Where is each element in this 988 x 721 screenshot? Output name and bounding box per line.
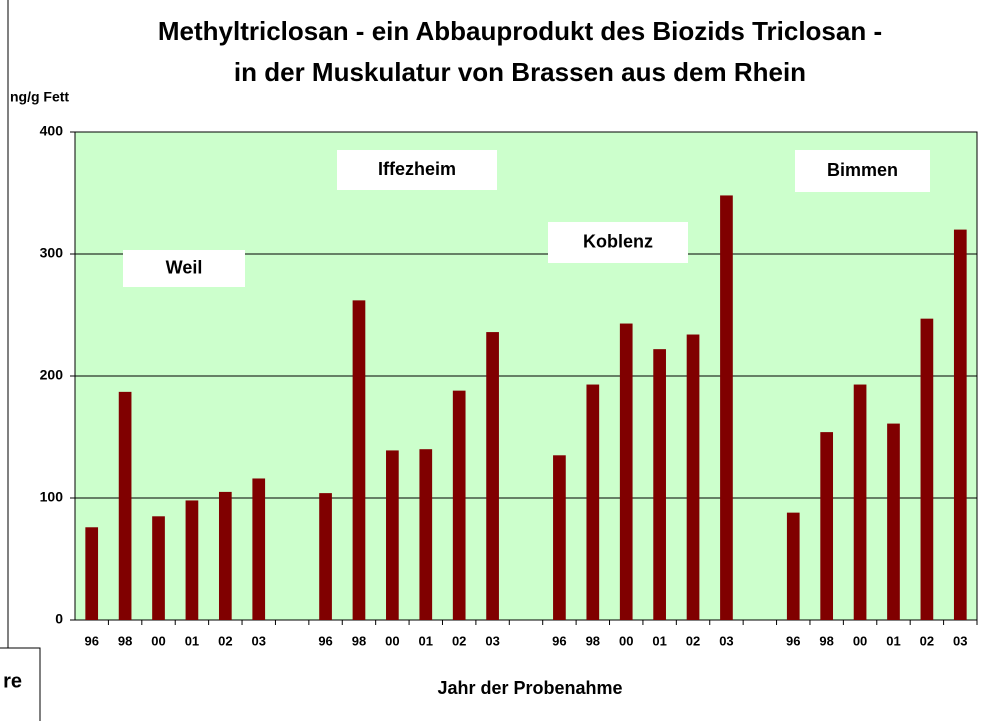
x-tick-label: 01	[886, 633, 900, 648]
y-tick-label: 400	[40, 123, 64, 139]
y-tick-label: 100	[40, 489, 64, 505]
bar	[820, 432, 834, 620]
x-tick-label: 98	[586, 633, 600, 648]
bar	[118, 391, 132, 620]
annotation-box	[548, 222, 688, 263]
x-tick-label: 03	[252, 633, 266, 648]
bar	[953, 229, 967, 620]
x-tick-label: 00	[385, 633, 399, 648]
x-tick-label: 02	[920, 633, 934, 648]
y-tick-label: 300	[40, 245, 64, 261]
bar	[920, 318, 934, 620]
bar	[853, 384, 867, 620]
legend-text: re	[3, 670, 22, 692]
x-tick-label: 02	[686, 633, 700, 648]
bar	[720, 195, 733, 620]
bar	[319, 493, 332, 620]
bar	[218, 491, 232, 620]
bar	[252, 478, 266, 620]
annotation: Weil	[166, 257, 203, 277]
x-tick-label: 96	[84, 633, 98, 648]
chart-title: Methyltriclosan - ein Abbauprodukt des B…	[158, 16, 882, 46]
y-tick-label: 200	[40, 367, 64, 383]
annotation: Bimmen	[827, 160, 898, 180]
x-tick-label: 03	[719, 633, 733, 648]
x-tick-label: 02	[218, 633, 232, 648]
bar	[653, 349, 666, 620]
chart-title: in der Muskulatur von Brassen aus dem Rh…	[234, 57, 806, 87]
bar	[887, 423, 900, 620]
annotation: Iffezheim	[378, 159, 456, 179]
annotation-box	[795, 150, 930, 192]
x-tick-label: 02	[452, 633, 466, 648]
x-tick-label: 03	[953, 633, 967, 648]
bar	[486, 332, 499, 620]
x-tick-label: 98	[819, 633, 833, 648]
bar	[185, 500, 199, 620]
bar	[419, 449, 433, 620]
bar	[553, 455, 566, 620]
legend-box	[0, 647, 41, 721]
bar	[619, 323, 633, 620]
annotation: Koblenz	[583, 231, 653, 251]
x-axis-label: Jahr der Probenahme	[437, 678, 622, 698]
x-tick-label: 03	[485, 633, 499, 648]
x-tick-label: 96	[318, 633, 332, 648]
bar	[586, 384, 600, 620]
bar	[352, 300, 366, 620]
bar	[452, 390, 466, 620]
x-tick-label: 00	[151, 633, 165, 648]
annotation-box	[123, 250, 245, 287]
x-tick-label: 96	[786, 633, 800, 648]
x-tick-label: 96	[552, 633, 566, 648]
x-tick-label: 00	[853, 633, 867, 648]
x-tick-label: 98	[352, 633, 366, 648]
bar	[85, 527, 99, 620]
x-tick-label: 01	[652, 633, 666, 648]
x-tick-label: 00	[619, 633, 633, 648]
x-tick-label: 01	[419, 633, 433, 648]
annotation-box	[337, 150, 497, 190]
bar	[386, 450, 399, 620]
x-tick-label: 01	[185, 633, 199, 648]
y-axis-label: ng/g Fett	[10, 89, 69, 105]
bar	[686, 334, 700, 620]
bar	[152, 516, 165, 620]
y-tick-label: 0	[55, 611, 63, 627]
x-tick-label: 98	[118, 633, 132, 648]
bar	[786, 512, 800, 620]
